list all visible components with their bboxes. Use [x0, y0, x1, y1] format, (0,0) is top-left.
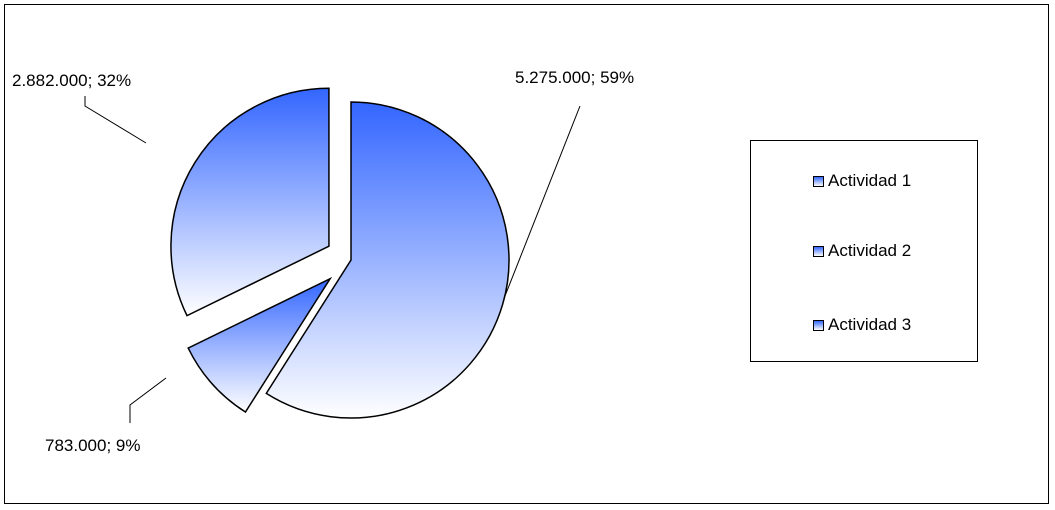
pie-slices	[170, 87, 510, 419]
legend: Actividad 1 Actividad 2 Actividad 3	[750, 140, 978, 362]
pie-slice-3	[170, 87, 330, 317]
pie-slice-1	[265, 101, 510, 419]
data-label-3: 2.882.000; 32%	[12, 71, 131, 90]
legend-item-1: Actividad 1	[813, 171, 911, 191]
legend-item-3: Actividad 3	[813, 315, 911, 335]
legend-swatch-icon	[813, 319, 824, 331]
legend-item-2: Actividad 2	[813, 241, 911, 261]
pie-chart: 5.275.000; 59% 783.000; 9% 2.882.000; 32%	[12, 68, 634, 455]
legend-swatch-icon	[813, 175, 824, 187]
chart-area: 5.275.000; 59% 783.000; 9% 2.882.000; 32% …	[4, 4, 1049, 504]
legend-label: Actividad 2	[828, 241, 912, 260]
legend-label: Actividad 1	[828, 171, 912, 190]
data-label-2: 783.000; 9%	[45, 436, 140, 455]
data-labels: 5.275.000; 59% 783.000; 9% 2.882.000; 32%	[12, 68, 634, 455]
leader-line-3	[84, 96, 147, 144]
data-label-1: 5.275.000; 59%	[515, 68, 634, 87]
pie-slice-2	[187, 276, 333, 414]
legend-swatch-icon	[813, 245, 824, 257]
leader-lines	[84, 96, 581, 423]
leader-line-2	[129, 377, 167, 423]
leader-line-1	[504, 105, 581, 297]
legend-label: Actividad 3	[828, 315, 912, 334]
